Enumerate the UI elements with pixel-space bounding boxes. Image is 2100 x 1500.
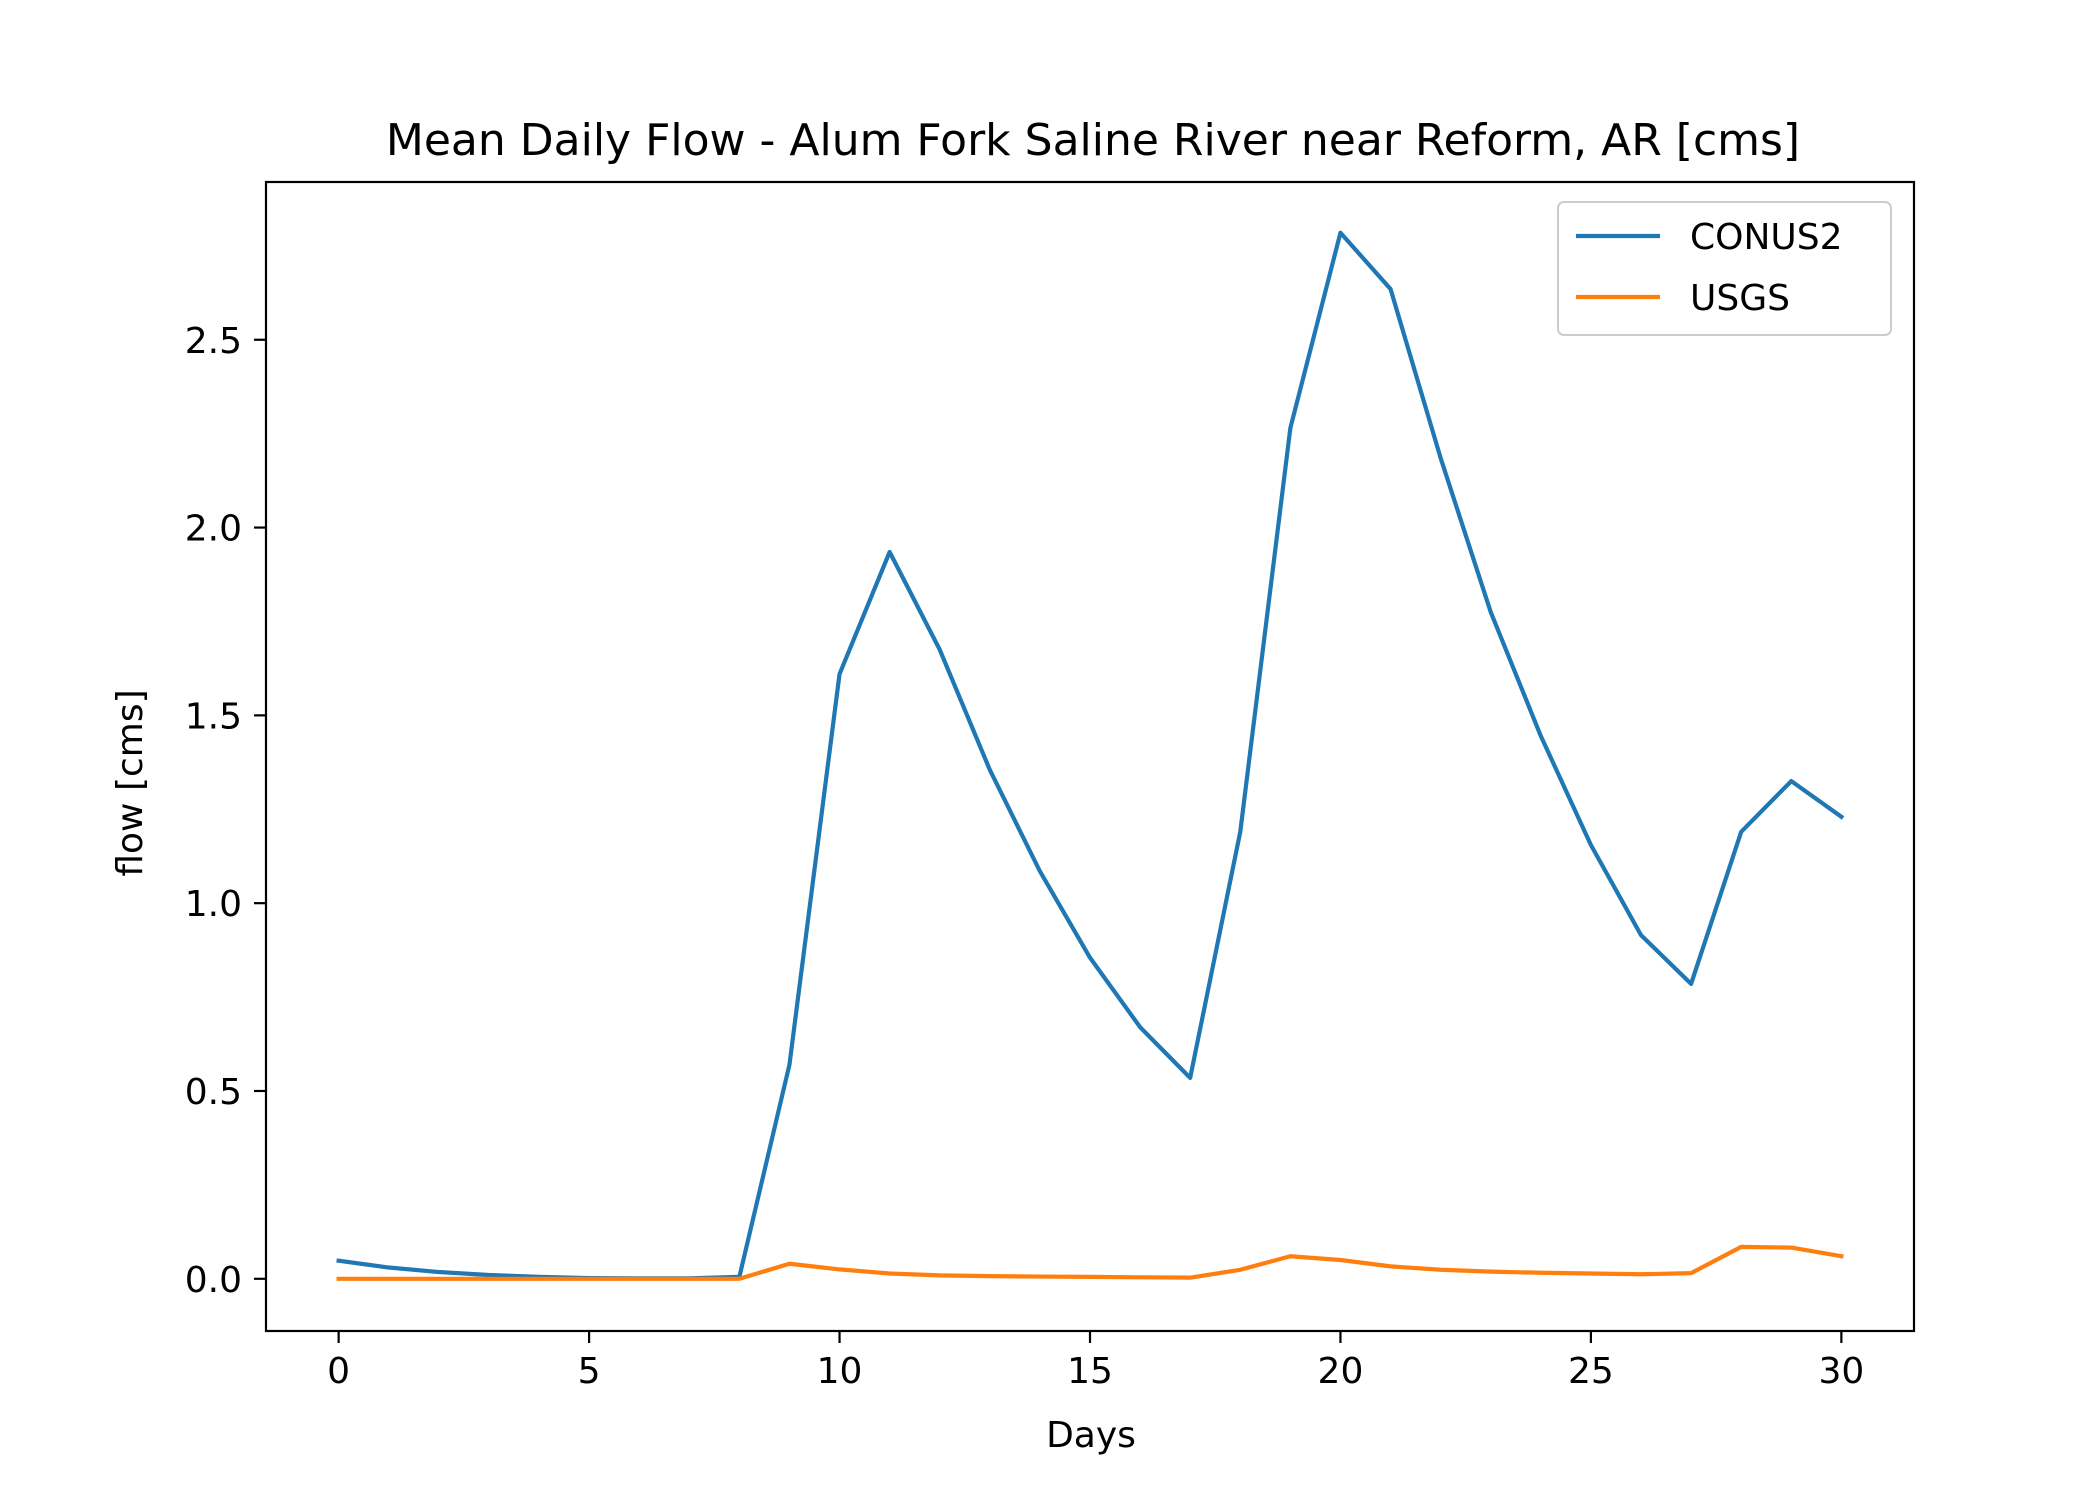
y-tick-label: 2.5 xyxy=(185,321,242,362)
y-axis-label: flow [cms] xyxy=(110,689,151,876)
x-tick-label: 25 xyxy=(1568,1351,1614,1392)
x-tick-label: 20 xyxy=(1318,1351,1364,1392)
series-line-usgs xyxy=(336,1244,1844,1281)
y-tick-label: 1.5 xyxy=(185,696,242,737)
legend: CONUS2 USGS xyxy=(1557,201,1892,336)
plot-frame xyxy=(264,180,1916,1333)
y-tick-label: 1.0 xyxy=(185,884,242,925)
x-tick-label: 0 xyxy=(327,1351,350,1392)
legend-label-usgs: USGS xyxy=(1690,278,1790,319)
x-tick-label: 30 xyxy=(1818,1351,1864,1392)
chart-title: Mean Daily Flow - Alum Fork Saline River… xyxy=(386,115,1800,166)
x-axis-ticks: 0 5 10 15 20 25 30 xyxy=(327,1331,1864,1392)
x-axis-label: Days xyxy=(1046,1415,1136,1456)
legend-label-conus2: CONUS2 xyxy=(1690,217,1843,258)
y-axis-ticks: 0.0 0.5 1.0 1.5 2.0 2.5 xyxy=(185,321,266,1301)
x-tick-label: 10 xyxy=(817,1351,863,1392)
series-line-conus2 xyxy=(336,230,1845,1281)
x-tick-label: 5 xyxy=(578,1351,601,1392)
y-tick-label: 2.0 xyxy=(185,509,242,550)
y-tick-label: 0.5 xyxy=(185,1072,242,1113)
x-tick-label: 15 xyxy=(1067,1351,1113,1392)
plot-area xyxy=(264,180,1916,1333)
y-tick-label: 0.0 xyxy=(185,1260,242,1301)
